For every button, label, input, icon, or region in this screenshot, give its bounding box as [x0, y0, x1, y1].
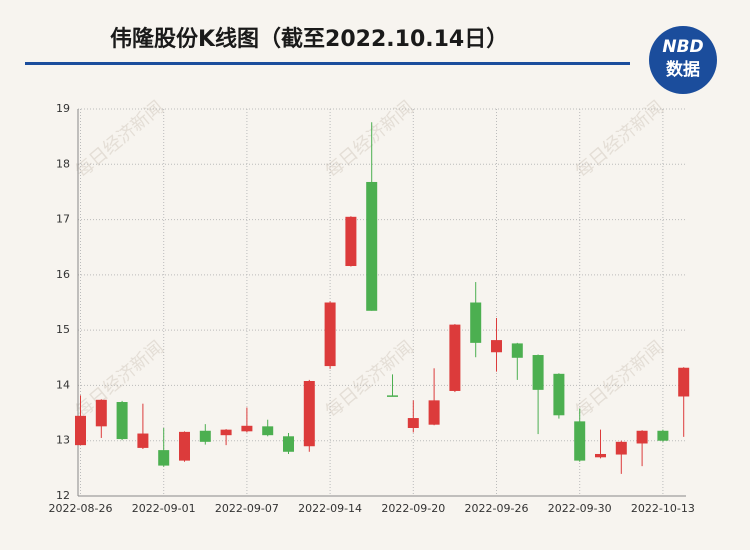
candle-body	[615, 441, 627, 455]
candle-body	[595, 453, 606, 458]
y-tick-label: 18	[56, 157, 70, 170]
x-tick-label: 2022-09-14	[298, 502, 362, 515]
candle-body	[511, 343, 523, 358]
candle-body	[574, 421, 586, 461]
candle-body	[137, 433, 149, 448]
x-tick-label: 2022-09-26	[465, 502, 529, 515]
watermark: 每日经济新闻	[72, 97, 168, 183]
watermark: 每日经济新闻	[322, 337, 418, 423]
watermark: 每日经济新闻	[572, 337, 668, 423]
watermark: 每日经济新闻	[322, 97, 418, 183]
candle-body	[283, 436, 294, 452]
y-tick-label: 17	[56, 213, 70, 226]
candle-body	[324, 302, 336, 367]
x-tick-label: 2022-10-13	[631, 502, 695, 515]
candle-body	[95, 399, 107, 427]
candle-body	[636, 430, 648, 444]
y-tick-label: 12	[56, 489, 70, 502]
x-tick-label: 2022-09-07	[215, 502, 279, 515]
x-tick-label: 2022-08-26	[49, 502, 113, 515]
x-tick-label: 2022-09-20	[381, 502, 445, 515]
candle-body	[553, 373, 565, 416]
candle-body	[220, 429, 232, 436]
candle-body	[241, 425, 253, 432]
candle-body	[116, 402, 128, 440]
logo-bottom: 数据	[666, 59, 700, 80]
candle-body	[262, 426, 274, 436]
candle-body	[199, 430, 211, 442]
candle-body	[449, 324, 461, 391]
y-tick-label: 16	[56, 268, 70, 281]
plot: 12 13 14 15 16 17 18 19 2022-08-26 2022-09-01 2022…	[49, 102, 695, 515]
candle-body	[303, 381, 315, 447]
candle-body	[428, 400, 440, 425]
candle-body	[387, 395, 398, 397]
y-tick-label: 19	[56, 102, 70, 115]
watermark: 每日经济新闻	[572, 97, 668, 183]
candle-body	[470, 302, 482, 343]
x-tick-label: 2022-09-01	[132, 502, 196, 515]
candle-body	[678, 367, 690, 397]
y-tick-label: 15	[56, 323, 70, 336]
logo	[649, 26, 717, 94]
candle-body	[345, 216, 357, 267]
x-tick-label: 2022-09-30	[548, 502, 612, 515]
chart-title: 伟隆股份K线图（截至2022.10.14日）	[110, 26, 508, 52]
candle-body	[75, 415, 86, 446]
candle-body	[657, 430, 669, 441]
y-tick-label: 13	[56, 434, 70, 447]
title-rule	[25, 62, 630, 65]
y-tick-label: 14	[56, 378, 70, 391]
candle-body	[158, 450, 170, 466]
logo-top: NBD	[662, 37, 703, 57]
candle-body	[532, 355, 544, 390]
candle-body	[366, 181, 378, 311]
candle-body	[179, 431, 190, 461]
candle-body	[407, 418, 419, 428]
candle-body	[491, 340, 502, 353]
